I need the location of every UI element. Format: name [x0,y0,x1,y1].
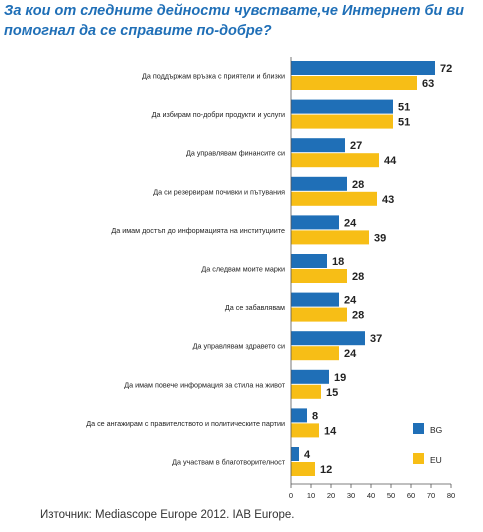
bar-bg [291,61,435,75]
x-tick-label: 30 [347,491,355,500]
bar-eu [291,76,417,90]
bar-eu [291,191,377,206]
category-label: Да следвам моите марки [201,265,285,274]
legend-swatch-bg [413,423,424,434]
x-tick-label: 70 [427,491,435,500]
bar-bg [291,99,393,114]
data-label: 51 [398,102,410,114]
data-label: 19 [334,372,346,384]
category-label: Да се забавлявам [225,303,285,312]
data-label: 51 [398,117,410,129]
data-label: 37 [370,333,382,345]
bar-eu [291,114,393,129]
x-tick-label: 10 [307,491,315,500]
legend-label-eu: EU [430,455,442,465]
x-axis: 0 10 20 30 40 50 60 70 80 [289,57,455,500]
data-label: 44 [384,155,397,167]
bar-bg [291,369,329,384]
bar-eu [291,269,347,283]
data-label: 27 [350,140,362,152]
data-label: 24 [344,348,357,360]
bar-eu [291,307,347,322]
x-tick-label: 0 [289,491,293,500]
bar-bg [291,215,339,230]
x-tick-label: 20 [327,491,335,500]
bars-layer [291,61,435,476]
bar-bg [291,254,327,268]
category-label: Да си резервирам почивки и пътувания [153,187,285,196]
data-label: 72 [440,63,452,75]
bar-bg [291,138,345,153]
category-label: Да управлявам финансите си [186,149,285,158]
data-label: 12 [320,464,332,476]
bar-eu [291,230,369,245]
legend-label-bg: BG [430,425,442,435]
bar-bg [291,176,347,191]
data-label: 15 [326,387,338,399]
source-note: Източник: Mediascope Europe 2012. IAB Eu… [40,509,295,521]
category-label: Да имам повече информация за стила на жи… [124,380,285,389]
data-label: 43 [382,194,394,206]
category-label: Да се ангажирам с правителството и полит… [86,419,285,428]
data-label: 28 [352,271,364,283]
category-label: Да поддържам връзка с приятели и близки [142,72,285,81]
bar-eu [291,346,339,361]
legend-swatch-eu [413,453,424,464]
bar-eu [291,153,379,168]
data-label: 8 [312,410,318,422]
data-label: 24 [344,217,357,229]
bar-eu [291,462,315,476]
category-label: Да участвам в благотворителност [172,458,286,467]
data-label: 39 [374,232,386,244]
x-tick-label: 80 [447,491,455,500]
x-tick-label: 50 [387,491,395,500]
legend: BG EU [413,423,442,465]
x-tick-label: 40 [367,491,375,500]
x-tick-label: 60 [407,491,415,500]
bar-bg [291,331,365,346]
data-label: 63 [422,78,434,90]
category-label: Да имам достъп до информацията на инстит… [111,226,285,235]
bar-bg [291,408,307,423]
data-label: 28 [352,310,364,322]
labels-layer: Да поддържам връзка с приятели и близки 7… [86,63,452,476]
data-label: 18 [332,256,344,268]
data-label: 24 [344,295,357,307]
data-label: 14 [324,425,337,437]
bar-eu [291,384,321,399]
data-label: 28 [352,179,364,191]
bar-eu [291,423,319,438]
bar-bg [291,292,339,307]
data-label: 4 [304,449,311,461]
bar-bg [291,447,299,461]
category-label: Да управлявам здравето си [193,342,285,351]
chart-title: За кои от следните дейности чувствате,че… [4,3,465,39]
category-label: Да избирам по-добри продукти и услуги [152,110,285,119]
